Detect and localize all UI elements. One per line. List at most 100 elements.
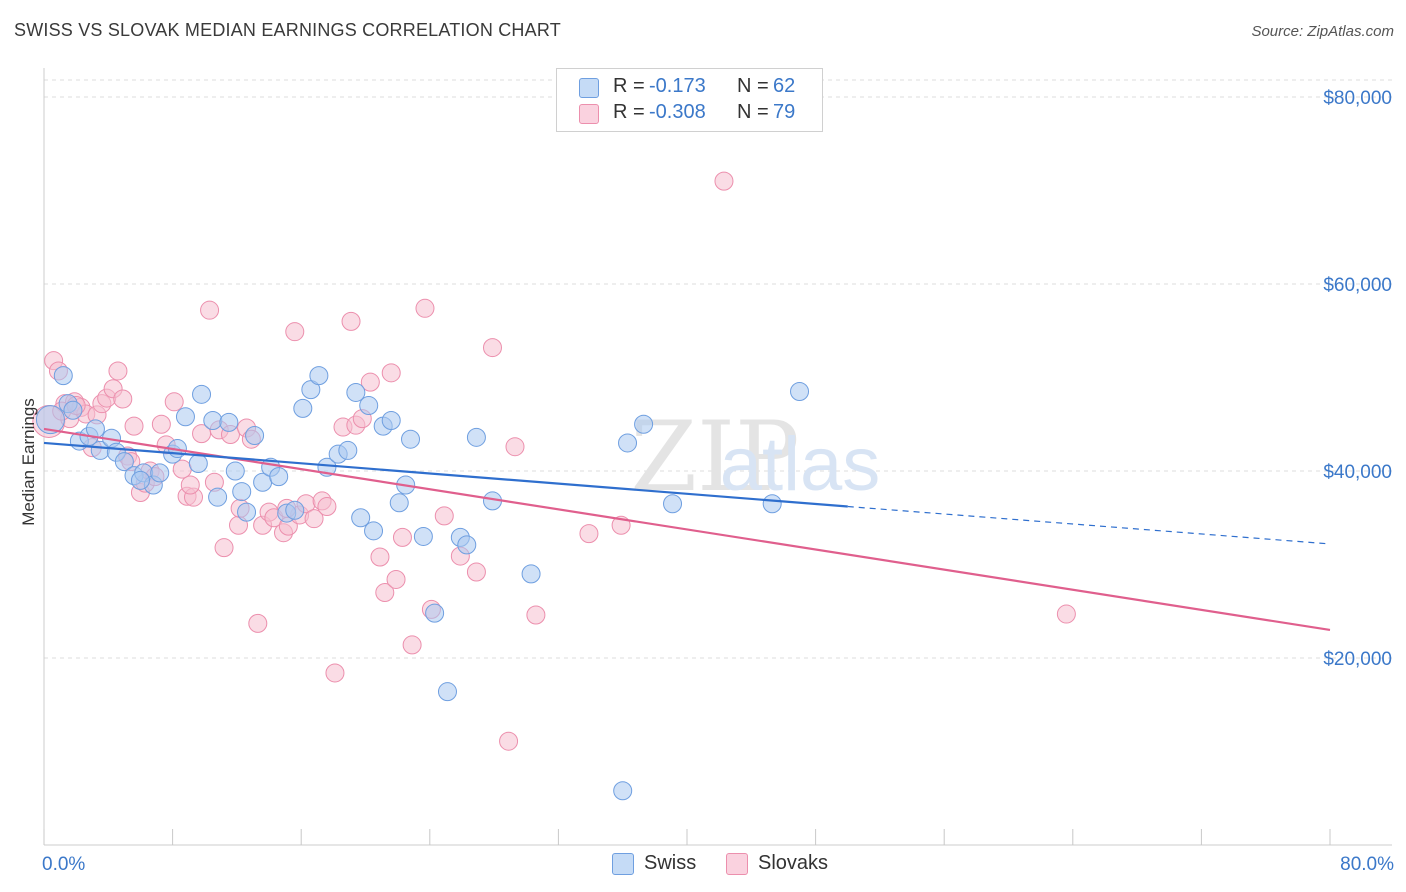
slovaks-point	[360, 372, 380, 392]
legend-n-label-swiss: N =	[737, 75, 769, 97]
swiss-point	[437, 682, 457, 702]
bottom-legend-label-swiss: Swiss	[644, 852, 697, 874]
legend-n-value-slovaks: 79	[773, 101, 796, 123]
swiss-point	[35, 405, 65, 435]
slovaks-point	[466, 562, 486, 582]
slovaks-point	[325, 663, 345, 683]
swiss-point	[634, 414, 654, 434]
swiss-point	[269, 467, 289, 487]
slovaks-point	[505, 437, 525, 457]
swiss-trendline-extension	[847, 505, 1331, 545]
x-tick-labels: 0.0% 80.0%	[42, 854, 1394, 875]
y-tick-label-1: $40,000	[1323, 462, 1392, 483]
swiss-point	[225, 461, 245, 481]
y-axis-label: Median Earnings	[19, 398, 38, 526]
swiss-point	[425, 603, 445, 623]
swiss-point	[245, 425, 265, 445]
x-tick-label-0: 0.0%	[42, 854, 85, 875]
watermark-atlas: atlas	[720, 422, 881, 507]
legend-n-value-swiss: 62	[773, 75, 796, 97]
y-tick-labels: $20,000 $40,000 $60,000 $80,000	[1323, 88, 1392, 670]
slovaks-point	[392, 527, 412, 547]
slovaks-point	[434, 506, 454, 526]
slovaks-point	[124, 416, 144, 436]
swiss-point	[413, 526, 433, 546]
swiss-point	[114, 452, 134, 472]
legend-r-label-slovaks: R =	[613, 101, 645, 123]
slovaks-point	[200, 300, 220, 320]
swiss-point	[188, 454, 208, 474]
bottom-legend-label-slovaks: Slovaks	[758, 852, 829, 874]
slovaks-point	[248, 613, 268, 633]
slovaks-point	[370, 547, 390, 567]
chart-title: SWISS VS SLOVAK MEDIAN EARNINGS CORRELAT…	[14, 20, 561, 40]
y-tick-label-2: $60,000	[1323, 275, 1392, 296]
swiss-point	[466, 427, 486, 447]
trendlines	[43, 427, 1331, 632]
swiss-point	[232, 482, 252, 502]
legend-r-value-slovaks: -0.308	[649, 101, 706, 123]
source-credit: Source: ZipAtlas.com	[1251, 23, 1394, 40]
swiss-point	[53, 366, 73, 386]
slovaks-point	[386, 569, 406, 589]
swiss-point	[381, 411, 401, 431]
slovaks-point	[285, 322, 305, 342]
swiss-point	[389, 493, 409, 513]
bottom-legend-swatch-swiss	[612, 853, 634, 875]
swiss-point	[364, 521, 384, 541]
swiss-point	[208, 487, 228, 507]
slovaks-point	[415, 298, 435, 318]
slovaks-point	[151, 414, 171, 434]
slovaks-point	[1056, 604, 1076, 624]
swiss-point	[401, 429, 421, 449]
slovaks-point	[341, 311, 361, 331]
slovaks-point	[526, 605, 546, 625]
swiss-point	[351, 508, 371, 528]
swiss-point	[237, 502, 257, 522]
slovaks-point	[499, 731, 519, 751]
slovaks-point	[180, 475, 200, 495]
swiss-point	[618, 433, 638, 453]
legend-r-value-swiss: -0.173	[649, 75, 706, 97]
slovaks-point	[579, 524, 599, 544]
axes	[43, 68, 1392, 846]
swiss-point	[790, 382, 810, 402]
swiss-point	[663, 494, 683, 514]
swiss-point	[457, 535, 477, 555]
correlation-legend: R = -0.173 N = 62 R = -0.308 N = 79	[556, 68, 823, 132]
slovaks-point	[304, 509, 324, 529]
slovaks-point	[317, 497, 337, 517]
slovaks-point	[381, 363, 401, 383]
swiss-point	[285, 500, 305, 520]
slovaks-point	[482, 338, 502, 358]
swiss-point	[346, 382, 366, 402]
legend-swatch-slovaks	[579, 104, 599, 124]
swiss-point	[175, 407, 195, 427]
slovaks-point	[375, 583, 395, 603]
x-tick-label-1: 80.0%	[1340, 854, 1394, 875]
swiss-point	[521, 564, 541, 584]
slovaks-point	[714, 171, 734, 191]
swiss-point	[130, 470, 150, 490]
slovaks-point	[108, 361, 128, 381]
y-tick-label-3: $80,000	[1323, 88, 1392, 109]
gridlines	[44, 79, 1392, 659]
swiss-point	[150, 463, 170, 483]
swiss-point	[359, 396, 379, 416]
y-tick-label-0: $20,000	[1323, 649, 1392, 670]
bottom-legend-swatch-slovaks	[726, 853, 748, 875]
slovaks-point	[164, 392, 184, 412]
slovaks-point	[402, 635, 422, 655]
slovaks-trendline	[43, 427, 1331, 632]
slovaks-point	[214, 538, 234, 558]
legend-swatch-swiss	[579, 78, 599, 98]
swiss-point	[293, 398, 313, 418]
legend-r-label-swiss: R =	[613, 75, 645, 97]
swiss-point	[219, 412, 239, 432]
legend-n-label-slovaks: N =	[737, 101, 769, 123]
swiss-point	[613, 781, 633, 801]
swiss-point	[762, 494, 782, 514]
swiss-point	[309, 366, 329, 386]
swiss-point	[338, 440, 358, 460]
